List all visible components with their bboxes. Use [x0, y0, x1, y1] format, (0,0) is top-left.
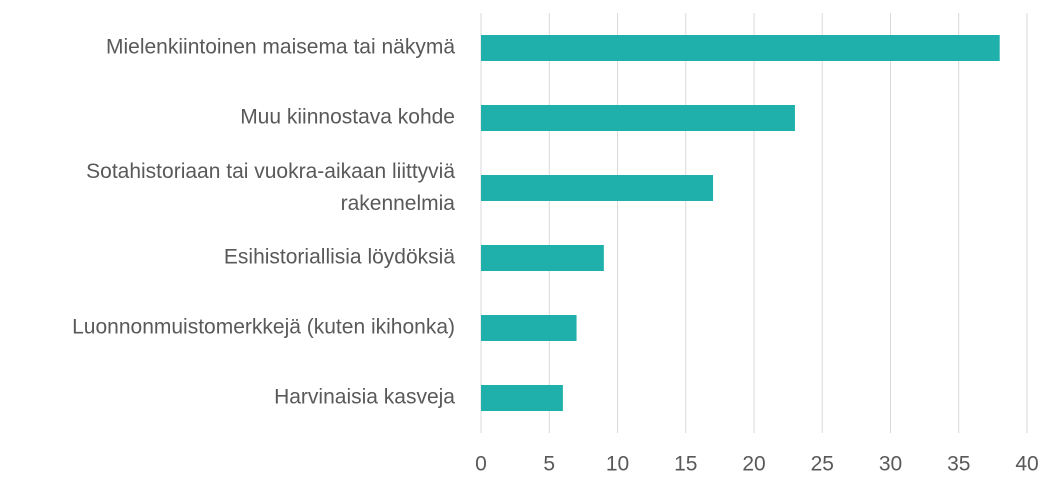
x-tick-label: 20 — [742, 453, 765, 476]
bar — [481, 175, 714, 201]
x-tick-label: 0 — [475, 453, 487, 476]
x-tick-label: 5 — [543, 453, 555, 476]
y-tick-label: Muu kiinnostava kohde — [240, 106, 455, 129]
x-tick-label: 30 — [879, 453, 902, 476]
x-tick-label: 10 — [606, 453, 629, 476]
bar — [481, 245, 604, 271]
bar — [481, 35, 1000, 61]
y-tick-label: Sotahistoriaan tai vuokra-aikaan liittyv… — [86, 160, 455, 215]
x-tick-label: 40 — [1015, 453, 1038, 476]
bar — [481, 385, 563, 411]
x-tick-label: 15 — [674, 453, 697, 476]
y-tick-label: Esihistoriallisia löydöksiä — [224, 246, 455, 269]
x-tick-label: 35 — [947, 453, 970, 476]
y-tick-label: Mielenkiintoinen maisema tai näkymä — [106, 36, 455, 59]
y-tick-label: Harvinaisia kasveja — [274, 386, 455, 409]
bar — [481, 315, 577, 341]
x-tick-label: 25 — [811, 453, 834, 476]
bar — [481, 105, 795, 131]
y-tick-label: Luonnonmuistomerkkejä (kuten ikihonka) — [72, 316, 455, 339]
